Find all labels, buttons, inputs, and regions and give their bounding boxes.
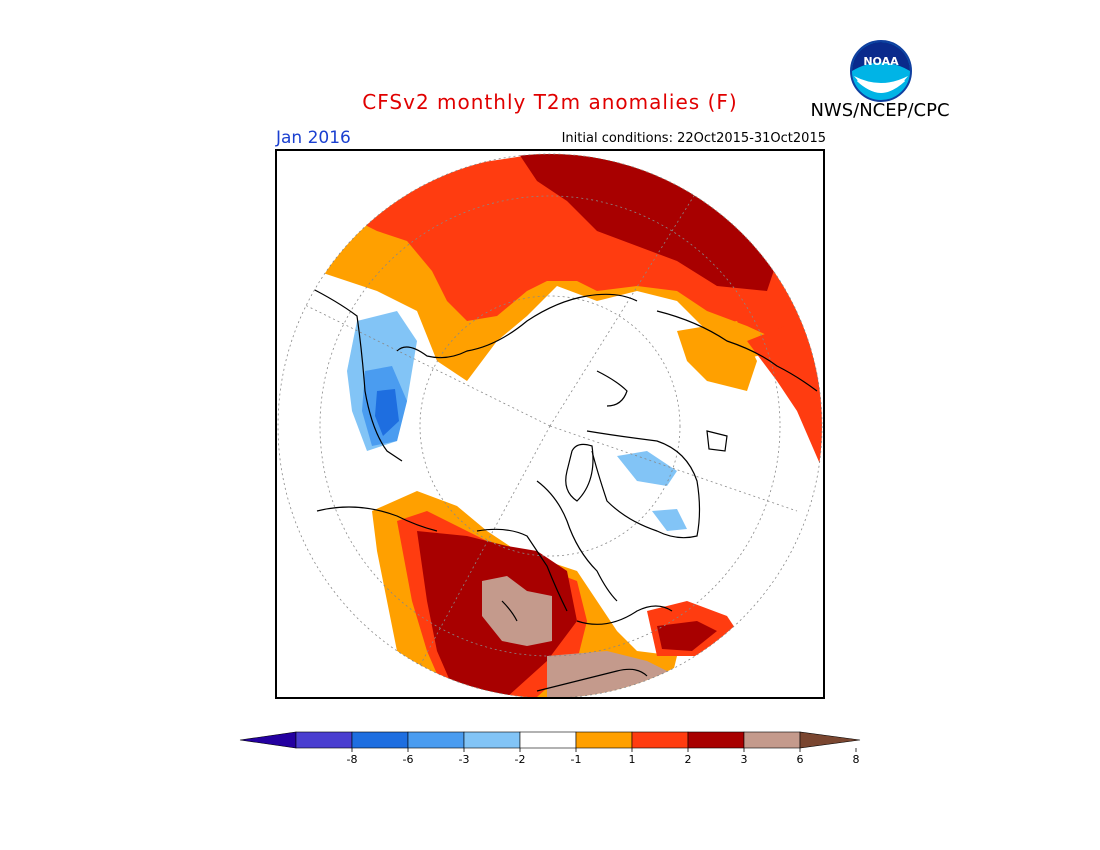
canada-warm4	[482, 576, 552, 646]
colorbar-tick-label: 8	[853, 753, 860, 766]
colorbar-tick-label: 3	[741, 753, 748, 766]
agency-label: NWS/NCEP/CPC	[810, 100, 950, 121]
alaska-cool3	[375, 389, 399, 436]
logo-text: NOAA	[863, 55, 899, 68]
colorbar-swatch	[687, 731, 745, 749]
colorbar-tick-label: -3	[459, 753, 470, 766]
colorbar-tick-label: 1	[629, 753, 636, 766]
valid-month: Jan 2016	[276, 128, 351, 148]
colorbar-swatch	[631, 731, 689, 749]
colorbar-tick-label: -6	[403, 753, 414, 766]
colorbar-swatch	[743, 731, 801, 749]
colorbar-tick-label: 6	[797, 753, 804, 766]
colorbar-tick-label: -1	[571, 753, 582, 766]
colorbar-swatch	[519, 731, 577, 749]
arctic-cool1	[617, 451, 677, 486]
colorbar-arrow-low	[239, 731, 297, 749]
initial-conditions: Initial conditions: 22Oct2015-31Oct2015	[561, 131, 826, 146]
colorbar-tick-label: 2	[685, 753, 692, 766]
colorbar-tick-label: -8	[347, 753, 358, 766]
page-title: CFSv2 monthly T2m anomalies (F)	[362, 90, 738, 114]
colorbar-swatch	[351, 731, 409, 749]
graticule	[296, 190, 798, 672]
colorbar-swatch	[407, 731, 465, 749]
europe-warm1	[677, 321, 757, 391]
colorbar-arrow-high	[799, 731, 861, 749]
colorbar-tick-label: -2	[515, 753, 526, 766]
greenland-warm3	[657, 621, 717, 651]
coastlines	[306, 285, 818, 692]
noaa-logo: NOAA	[850, 40, 912, 102]
europe-warm2	[747, 311, 822, 471]
baffin-cool1	[652, 509, 687, 531]
colorbar-swatch	[463, 731, 521, 749]
colorbar-swatch	[295, 731, 353, 749]
polar-map	[277, 153, 823, 697]
map-panel	[275, 149, 825, 699]
colorbar-swatch	[575, 731, 633, 749]
colorbar: -8 -6 -3 -2 -1 1 2 3 6 8	[239, 731, 861, 766]
